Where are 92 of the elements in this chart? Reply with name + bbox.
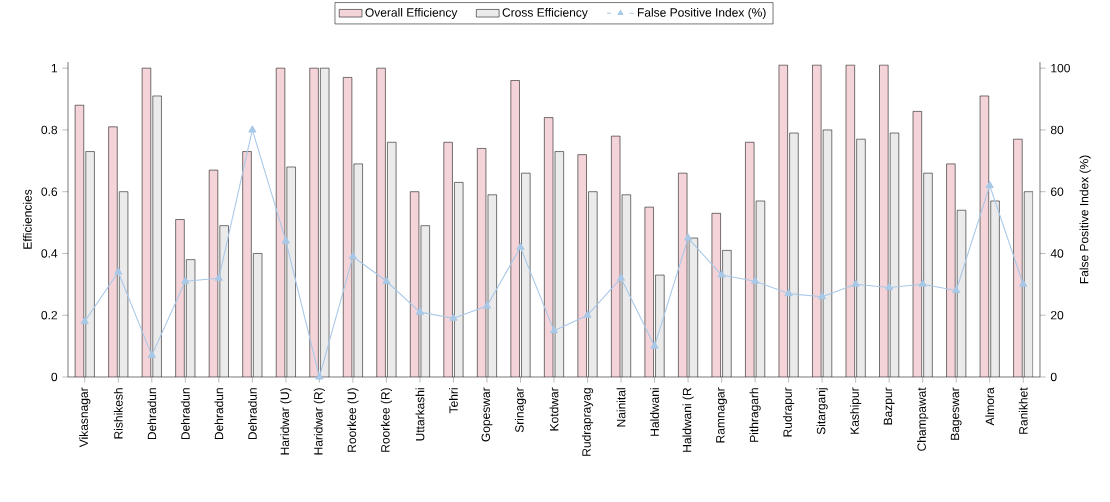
x-tick-label: Pithragarh: [749, 388, 761, 442]
point: [918, 279, 927, 287]
point: [516, 242, 525, 250]
y-tick-label: 0.8: [41, 125, 58, 135]
bar: [990, 200, 1000, 377]
point: [147, 350, 156, 358]
x-tick-label: Bazpur: [883, 387, 895, 425]
point: [482, 301, 491, 309]
x-tick-label: Dehradun: [214, 388, 224, 440]
point: [885, 282, 894, 290]
y2-tick-label: 0: [1050, 372, 1057, 382]
y-axis-title: Efficiencies: [22, 189, 32, 249]
x-tick-label: Rishikesh: [113, 388, 123, 439]
x-tick-label: Dehradun: [247, 388, 257, 440]
point: [952, 285, 961, 294]
point: [985, 180, 994, 189]
x-tick-label: Haridwar (U): [280, 388, 292, 455]
x-tick-label: Haldwani: [650, 388, 659, 436]
point: [348, 252, 357, 260]
x-tick-label: Nainital: [616, 388, 626, 427]
point: [751, 276, 760, 284]
y2-tick-label: 20: [1051, 310, 1064, 320]
x-tick-label: Roorkee (R): [380, 388, 393, 452]
x-tick-label: Dehradun: [180, 388, 190, 440]
bar: [588, 191, 598, 377]
y2-tick-label: 40: [1050, 249, 1064, 258]
point: [248, 125, 257, 133]
x-tick-label: Rudraprayag: [581, 388, 594, 456]
x-tick-label: Srinagar: [514, 387, 527, 433]
x-tick-label: Tehri: [449, 388, 458, 414]
x-tick-label: Kashipur: [850, 387, 862, 434]
x-tick-label: Dehradun: [147, 388, 157, 440]
point: [80, 316, 89, 324]
bar: [1013, 138, 1023, 377]
bar: [923, 173, 933, 377]
point: [315, 372, 324, 380]
point: [114, 267, 123, 275]
y-tick-label: 0: [51, 372, 58, 382]
bar: [722, 250, 732, 377]
x-tick-label: Haridwar (R): [313, 388, 325, 455]
x-tick-label: Champawat: [917, 387, 929, 451]
y-tick-label: 0.2: [41, 310, 57, 320]
bar: [443, 142, 453, 377]
bar: [242, 151, 252, 377]
y2-tick-label: 80: [1050, 125, 1064, 135]
point: [717, 270, 726, 278]
bar: [856, 139, 866, 377]
bar: [376, 68, 386, 377]
point: [684, 233, 693, 241]
legend-label: Overall Efficiency: [365, 7, 458, 20]
point: [382, 276, 391, 284]
point: [617, 273, 626, 281]
x-tick-label: Kotdwar: [549, 387, 559, 431]
legend-label: Cross Efficiency: [502, 7, 588, 20]
point: [583, 310, 592, 318]
x-tick-label: Uttarkashi: [415, 388, 425, 441]
x-tick-label: Almora: [985, 387, 995, 426]
legend-label: False Positive Index (%): [637, 7, 766, 20]
y2-axis-title: False Positive Index (%): [1079, 155, 1091, 284]
point: [851, 279, 860, 287]
bar: [879, 65, 889, 377]
x-tick-label: Ramnagar: [716, 387, 727, 443]
point: [650, 341, 659, 349]
bar: [309, 68, 319, 377]
y2-tick-label: 60: [1051, 187, 1064, 196]
y-tick-label: 1: [51, 64, 58, 73]
bar: [85, 151, 95, 377]
x-tick-label: Gopeswar: [481, 387, 493, 442]
point: [415, 307, 424, 315]
point: [1019, 279, 1028, 287]
bar: [108, 126, 118, 377]
point: [281, 236, 290, 244]
point: [181, 276, 190, 284]
x-tick-label: Bageswar: [950, 387, 962, 440]
point: [550, 326, 559, 334]
point: [784, 289, 793, 297]
point: [449, 313, 458, 321]
y2-tick-label: 100: [1051, 63, 1070, 73]
x-tick-label: Haldwani (R: [682, 387, 694, 452]
point: [214, 273, 223, 281]
bar: [510, 80, 520, 377]
x-tick-label: Vikasnagar: [79, 387, 91, 448]
x-tick-label: Ranikhet: [1018, 387, 1028, 434]
bar: [789, 133, 799, 377]
x-tick-label: Sitarganj: [816, 388, 828, 435]
bar: [946, 163, 956, 377]
x-tick-label: Rudrapur: [783, 387, 795, 437]
y-tick-label: 0.4: [41, 249, 58, 258]
point: [818, 292, 827, 300]
y-tick-label: 0.6: [41, 187, 58, 196]
x-tick-label: Roorkee (U): [347, 388, 359, 452]
bar: [152, 95, 162, 377]
